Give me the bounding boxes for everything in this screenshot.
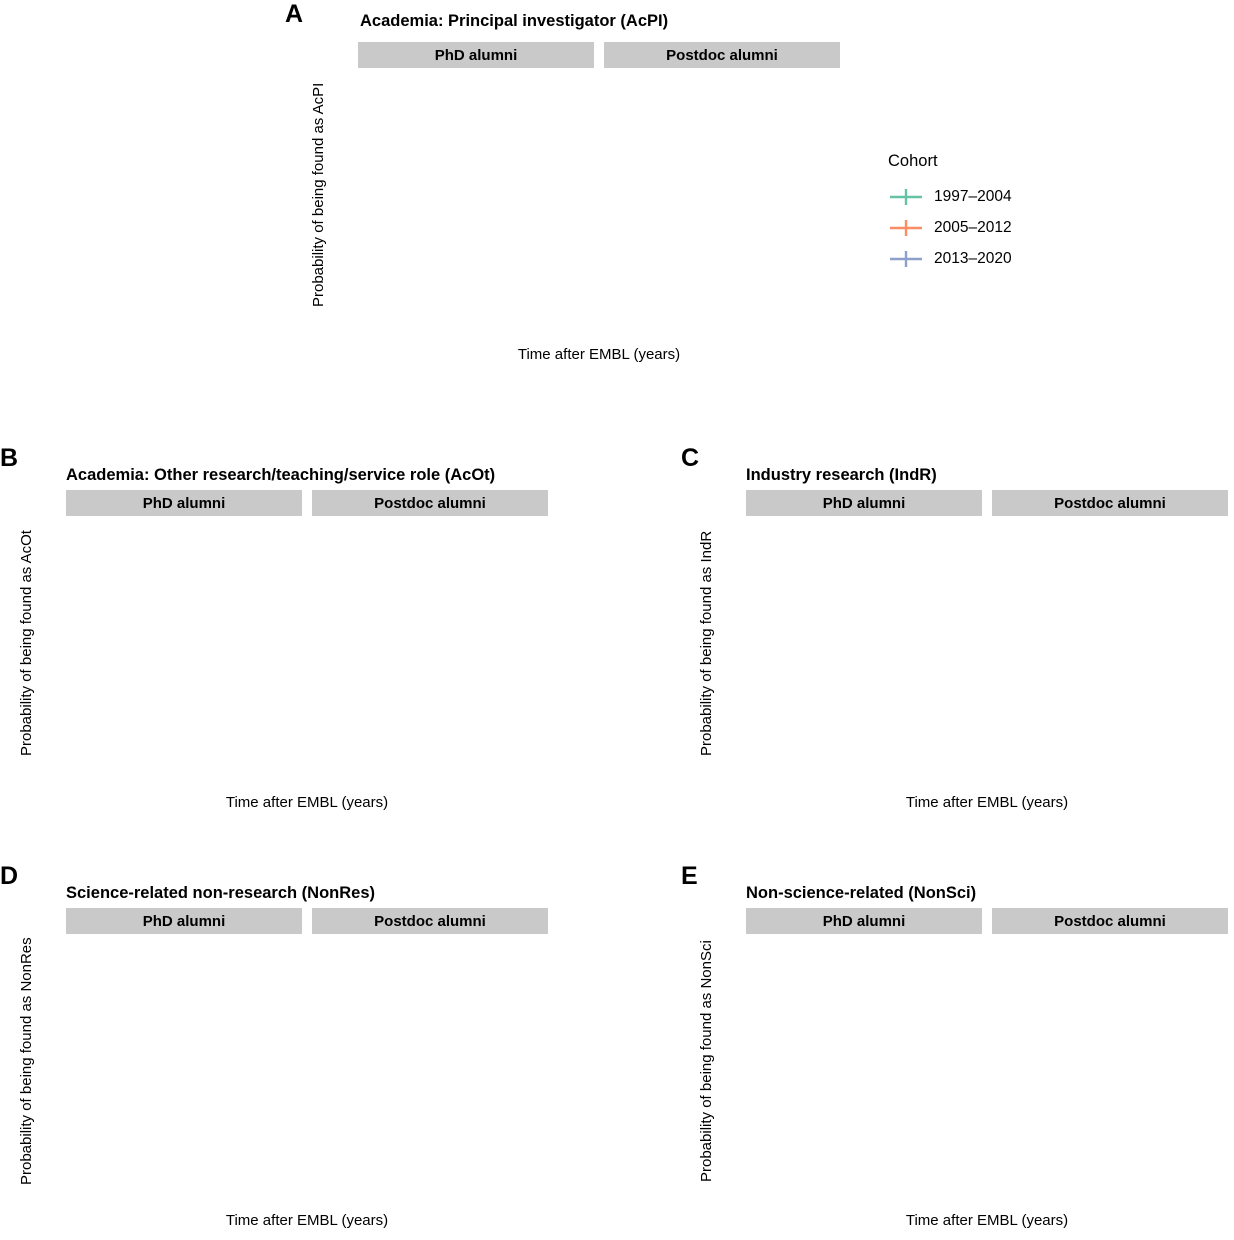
panel-C-strip-postdoc: Postdoc alumni [992, 490, 1228, 516]
panel-B-x-axis-title: Time after EMBL (years) [225, 794, 389, 811]
panel-D-title: Science-related non-research (NonRes) [66, 884, 376, 902]
panel-E-x-axis-title: Time after EMBL (years) [905, 1212, 1069, 1229]
panel-D-strip-phd: PhD alumni [66, 908, 302, 934]
panel-D-letter: D [0, 862, 19, 890]
panel-B-title: Academia: Other research/teaching/servic… [66, 466, 496, 484]
panel-A-title: Academia: Principal investigator (AcPI) [360, 12, 669, 30]
legend-entry-2005–2012: 2005–2012 [888, 212, 1012, 243]
panel-B-strip-phd: PhD alumni [66, 490, 302, 516]
panel-C-title: Industry research (IndR) [746, 466, 937, 484]
panel-D-strip-postdoc: Postdoc alumni [312, 908, 548, 934]
cohort-legend: Cohort 1997–2004 2005–2012 2013–2020 [888, 152, 1012, 274]
panel-B-y-axis-title: Probability of being found as AcOt [18, 530, 35, 756]
panel-B-letter: B [0, 444, 19, 472]
panel-B-strip-postdoc: Postdoc alumni [312, 490, 548, 516]
legend-key-plus-icon [890, 219, 922, 236]
panel-E-title: Non-science-related (NonSci) [746, 884, 977, 902]
legend-label: 1997–2004 [934, 187, 1012, 205]
panel-A-y-axis-title: Probability of being found as AcPI [310, 82, 327, 308]
panel-A-x-axis-title: Time after EMBL (years) [517, 346, 681, 363]
legend-title: Cohort [888, 152, 938, 170]
panel-E-letter: E [681, 862, 698, 890]
panel-D-x-axis-title: Time after EMBL (years) [225, 1212, 389, 1229]
panel-C-y-axis-title: Probability of being found as IndR [698, 530, 715, 756]
panel-E-strip-phd: PhD alumni [746, 908, 982, 934]
legend-key-plus-icon [890, 188, 922, 205]
legend-key-plus-icon [890, 250, 922, 267]
panel-E-strip-postdoc: Postdoc alumni [992, 908, 1228, 934]
panel-C-x-axis-title: Time after EMBL (years) [905, 794, 1069, 811]
panel-A-letter: A [285, 0, 304, 28]
legend-entry-2013–2020: 2013–2020 [888, 243, 1012, 274]
legend-label: 2013–2020 [934, 249, 1012, 267]
panel-C-letter: C [681, 444, 700, 472]
panel-D-y-axis-title: Probability of being found as NonRes [18, 937, 35, 1185]
panel-E-y-axis-title: Probability of being found as NonSci [698, 940, 715, 1182]
panel-C-strip-phd: PhD alumni [746, 490, 982, 516]
panel-A-strip-phd: PhD alumni [358, 42, 594, 68]
legend-label: 2005–2012 [934, 218, 1012, 236]
legend-entry-1997–2004: 1997–2004 [888, 181, 1012, 212]
panel-A-strip-postdoc: Postdoc alumni [604, 42, 840, 68]
